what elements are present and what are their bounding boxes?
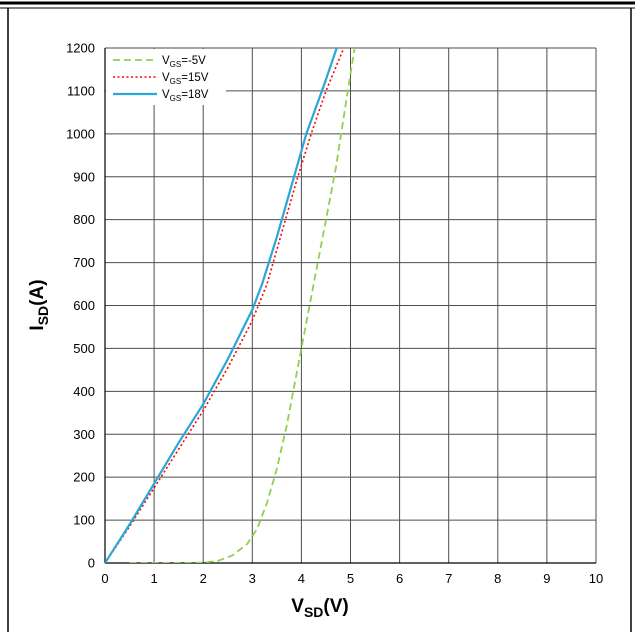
x-tick-label: 5 (347, 571, 354, 586)
y-tick-label: 200 (73, 470, 95, 485)
y-axis-label-sub: SD (35, 306, 51, 325)
y-tick-label: 800 (73, 212, 95, 227)
y-tick-label: 900 (73, 169, 95, 184)
x-tick-label: 4 (298, 571, 305, 586)
x-axis-label: VSD(V) (291, 596, 348, 620)
legend: VGS=-5V VGS=15V VGS=18V (106, 49, 226, 105)
x-tick-label: 1 (150, 571, 157, 586)
y-tick-label: 700 (73, 255, 95, 270)
y-tick-label: 600 (73, 298, 95, 313)
y-tick-label: 1000 (66, 126, 95, 141)
series-line-1 (105, 48, 345, 563)
x-tick-labels: 0 1 2 3 4 5 6 7 8 9 10 (101, 571, 603, 586)
x-tick-label: 10 (589, 571, 603, 586)
y-axis-label: ISD(A) (27, 279, 51, 330)
x-tick-label: 2 (200, 571, 207, 586)
y-tick-labels: 0 100 200 300 400 500 600 700 800 900 1000 1100 1200 (66, 41, 95, 571)
x-tick-label: 7 (445, 571, 452, 586)
series-line-0 (129, 48, 356, 563)
y-tick-label: 300 (73, 427, 95, 442)
y-tick-label: 100 (73, 513, 95, 528)
gridlines (105, 47, 597, 563)
y-tick-label: 500 (73, 341, 95, 356)
legend-label: VGS=-5V (162, 55, 206, 69)
y-tick-label: 1100 (67, 83, 95, 98)
x-tick-label: 0 (101, 571, 108, 586)
series-line-2 (105, 48, 338, 563)
y-tick-label: 400 (73, 384, 95, 399)
x-tick-label: 8 (494, 571, 501, 586)
legend-label: VGS=15V (162, 72, 209, 86)
x-tick-label: 3 (249, 571, 256, 586)
x-tick-label: 6 (396, 571, 403, 586)
y-tick-label: 0 (88, 556, 95, 571)
y-tick-label: 1200 (66, 41, 95, 56)
x-axis-label-sub: SD (304, 604, 323, 620)
series-lines (105, 48, 356, 563)
x-tick-label: 9 (543, 571, 550, 586)
legend-label: VGS=18V (162, 89, 209, 103)
legend-box (106, 49, 226, 105)
